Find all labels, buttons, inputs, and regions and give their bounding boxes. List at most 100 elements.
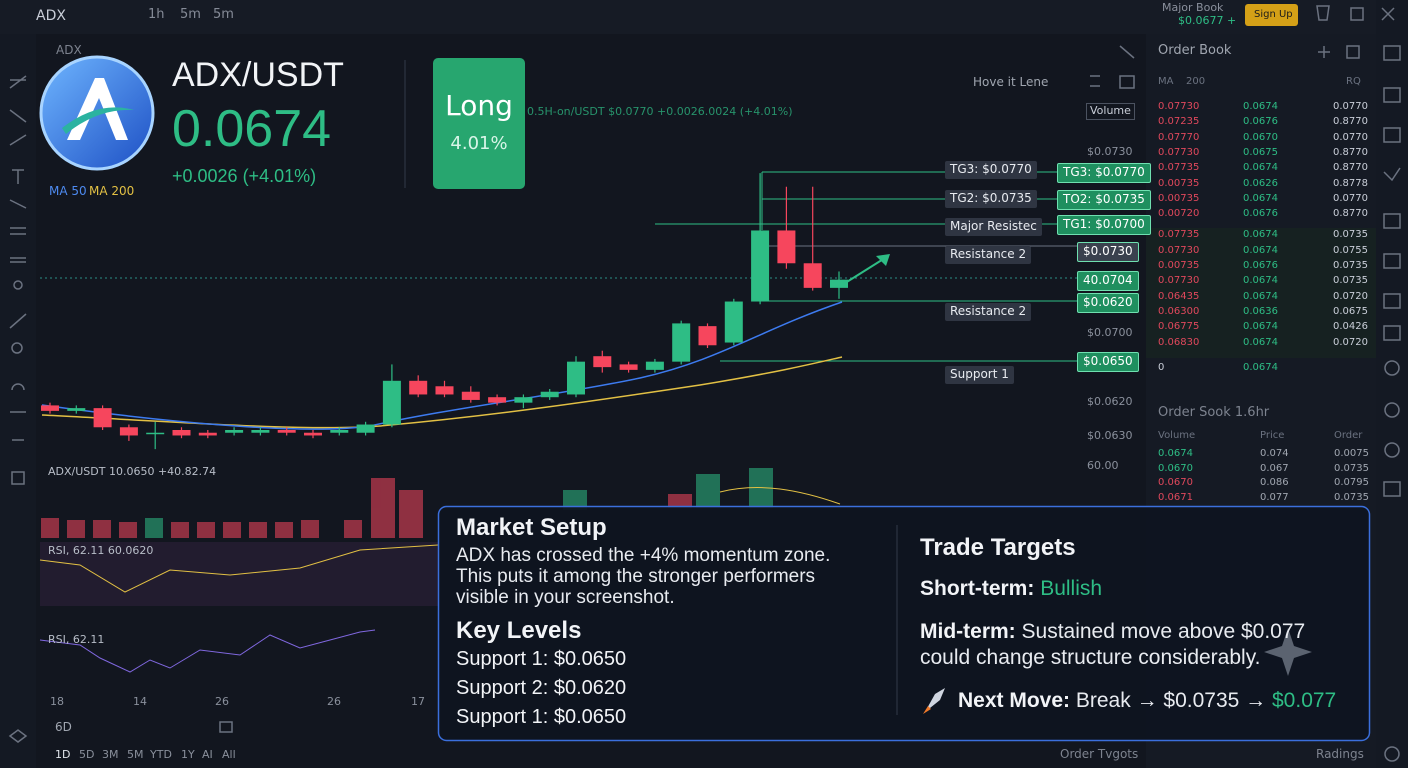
bid-price: 0.0676: [1243, 208, 1278, 220]
candle-body: [751, 230, 770, 302]
ask-price: 0.00720: [1158, 208, 1200, 220]
range-button[interactable]: 1Y: [181, 748, 195, 761]
price-axis-label: $0.0630: [1087, 429, 1133, 442]
panel-heading: Market Setup: [456, 514, 607, 541]
range-button[interactable]: 3M: [102, 748, 119, 761]
level-label: TG3: $0.0770: [945, 161, 1037, 179]
panel-heading: Key Levels: [456, 617, 582, 644]
interval[interactable]: 1h: [148, 7, 165, 22]
panel-text: ADX has crossed the +4% momentum zone. T…: [456, 545, 831, 608]
key-level: Support 1: $0.0650: [456, 648, 627, 670]
info-panel: [437, 505, 1371, 742]
indicator-label: RSI, 62.11: [48, 633, 105, 646]
left-toolbar: [0, 34, 36, 768]
candle-body: [172, 430, 191, 436]
bid-price: 0.0675: [1243, 146, 1278, 158]
candle-body: [672, 323, 691, 362]
ask-price: 0.00735: [1158, 177, 1200, 189]
last-price: 0.0674: [1243, 362, 1278, 373]
price-tag: 40.0704: [1077, 271, 1139, 291]
order-size: 0.0720: [1333, 336, 1368, 348]
footer-tab[interactable]: Order Tvgots: [1060, 747, 1139, 761]
candle-body: [435, 386, 454, 395]
sook-price: 0.074: [1260, 448, 1289, 459]
candle-body: [593, 356, 612, 368]
sook-price: 0.086: [1260, 477, 1289, 488]
order-size: 0.0426: [1333, 321, 1368, 333]
level-label: Major Resistec: [945, 218, 1042, 236]
range-button[interactable]: YTD: [150, 748, 172, 761]
level-label: TG2: $0.0735: [945, 190, 1037, 208]
price-axis-label: 60.00: [1087, 459, 1119, 472]
footer-tab[interactable]: Radings: [1316, 747, 1364, 761]
candle-body: [514, 397, 533, 403]
bid-price: 0.0670: [1243, 131, 1278, 143]
candle-body: [198, 432, 217, 436]
candle-body: [146, 432, 165, 435]
book-label: Major Book: [1162, 1, 1224, 14]
x-axis-label: 17: [411, 695, 425, 708]
ask-price: 0.06775: [1158, 321, 1200, 333]
mid-term: Mid-term: Sustained move above $0.077 co…: [920, 619, 1360, 671]
candle-body: [41, 405, 59, 411]
price-tag: TO2: $0.0735: [1057, 190, 1151, 210]
range-button[interactable]: 5D: [79, 748, 95, 761]
order-size: 0.8778: [1333, 177, 1368, 189]
sook-order: 0.0795: [1334, 477, 1369, 488]
order-sook-header: Order: [1334, 430, 1363, 441]
interval[interactable]: 5m: [213, 7, 234, 22]
key-level: Support 2: $0.0620: [456, 677, 627, 699]
candle-body: [304, 432, 322, 436]
price-tag: $0.0620: [1077, 293, 1139, 313]
trend-arrow: [841, 257, 886, 286]
target-label: Short-term:: [920, 577, 1035, 600]
ask-price: 0.07730: [1158, 146, 1200, 158]
bid-price: 0.0674: [1243, 244, 1278, 256]
sook-price: 0.067: [1260, 462, 1289, 474]
interval[interactable]: 5m: [180, 7, 201, 22]
price: 0.0674: [172, 100, 332, 158]
bid-price: 0.0674: [1243, 229, 1278, 241]
range-button[interactable]: 1D: [55, 748, 71, 761]
book-price: $0.0677 +: [1178, 14, 1237, 27]
candle-body: [461, 391, 480, 400]
signup-button[interactable]: [1245, 4, 1298, 26]
ask-price: 0.06830: [1158, 336, 1200, 348]
ask-price: 0.07730: [1158, 101, 1200, 112]
signup-text[interactable]: Sign Up: [1254, 9, 1293, 20]
level-label: Resistance 2: [945, 303, 1032, 321]
ask-price: 0.06435: [1158, 290, 1200, 302]
candle-body: [830, 279, 848, 288]
target-value: $0.077: [1272, 689, 1337, 712]
chart-menu[interactable]: Hove it Lene: [973, 75, 1049, 89]
ask-price: 0.00735: [1158, 260, 1200, 271]
range-button[interactable]: 5M: [127, 748, 144, 761]
target-value: Sustained move above $0.077 could change…: [920, 620, 1306, 669]
ma-fast-label: MA 50: [49, 184, 87, 198]
candle-body: [356, 424, 375, 433]
order-size: 0.0770: [1333, 101, 1368, 112]
price-tag: TG1: $0.0700: [1057, 215, 1151, 235]
candles: [41, 173, 848, 450]
range-button[interactable]: AI: [202, 748, 213, 761]
order-size: 0.0735: [1333, 229, 1368, 241]
rsi2-line: [39, 629, 376, 673]
ask-price: 0.00735: [1158, 192, 1200, 204]
candle-body: [251, 430, 270, 433]
sook-volume: 0.0674: [1158, 448, 1193, 459]
volume-ma: [719, 487, 841, 505]
range-button[interactable]: All: [222, 748, 236, 761]
level-label: Resistance 2: [945, 246, 1032, 264]
candle-body: [645, 361, 664, 370]
order-book-header: MA: [1158, 76, 1174, 87]
bid-price: 0.0674: [1243, 336, 1278, 348]
level-lines: [40, 171, 1080, 362]
x-axis-label: 18: [50, 695, 64, 708]
bid-price: 0.0636: [1243, 305, 1278, 317]
candle-body: [330, 430, 349, 433]
ask-price: 0.07735: [1158, 229, 1200, 241]
signal-side: Long: [445, 89, 513, 122]
target-value: Bullish: [1040, 577, 1103, 600]
